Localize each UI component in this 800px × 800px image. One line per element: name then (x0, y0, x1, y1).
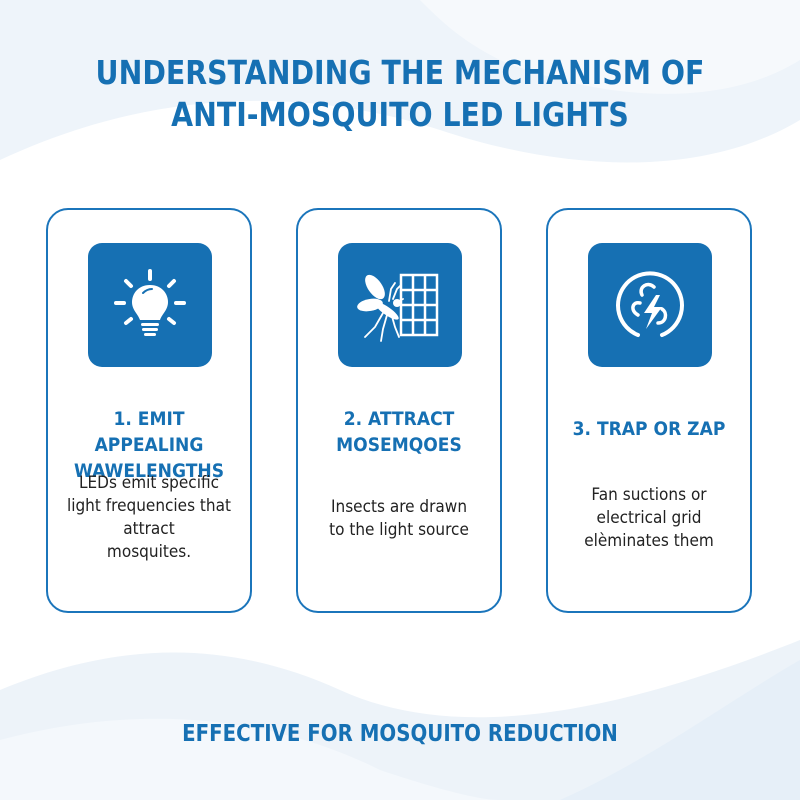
title-line-2: ANTI-MOSQUITO LED LIGHTS (171, 95, 629, 134)
fan-lightning-icon (616, 271, 684, 337)
footer-tagline: EFFECTIVE FOR MOSQUITO REDUCTION (182, 721, 618, 747)
page-title: UNDERSTANDING THE MECHANISM OF ANTI-MOSQ… (56, 52, 744, 136)
step-title-line: 1. EMIT APPEALING (94, 408, 204, 456)
step-description: Insects are drawn to the light source (308, 496, 490, 542)
desc-line: mosquites. (106, 542, 192, 562)
step-title: 3. TRAP OR ZAP (558, 416, 740, 442)
step-description: Fan suctions or electrical grid elèminat… (558, 484, 740, 553)
title-line-1: UNDERSTANDING THE MECHANISM OF (95, 53, 705, 92)
step-description: LEDs emit specific light frequencies tha… (58, 472, 240, 564)
light-bulb-icon (114, 269, 186, 336)
step-title-line: 2. ATTRACT (343, 408, 455, 430)
step-title: 1. EMIT APPEALING WAWELENGTHS (58, 406, 240, 484)
step-title-line: WAWELENGTHS (73, 460, 225, 482)
step-card-emit: 1. EMIT APPEALING WAWELENGTHS LEDs emit … (46, 208, 252, 613)
step-card-trap: 3. TRAP OR ZAP Fan suctions or electrica… (546, 208, 752, 613)
step-title-line: 3. TRAP OR ZAP (572, 418, 726, 440)
desc-line: Fan suctions or (591, 485, 707, 505)
step-title-line: MOSEMQOES (336, 434, 462, 456)
desc-line: to the light source (329, 520, 469, 540)
desc-line: LEDs emit specific (78, 473, 220, 493)
desc-line: elèminates them (584, 531, 714, 551)
icon-tile (338, 243, 462, 367)
step-card-attract: 2. ATTRACT MOSEMQOES Insects are drawn t… (296, 208, 502, 613)
desc-line: attract (123, 519, 175, 539)
desc-line: Insects are drawn (330, 497, 468, 517)
desc-line: electrical grid (596, 508, 702, 528)
icon-tile (588, 243, 712, 367)
step-title: 2. ATTRACT MOSEMQOES (308, 406, 490, 458)
icon-tile (88, 243, 212, 367)
desc-line: light frequencies that (66, 496, 232, 516)
mosquito-grid-icon (357, 273, 439, 342)
